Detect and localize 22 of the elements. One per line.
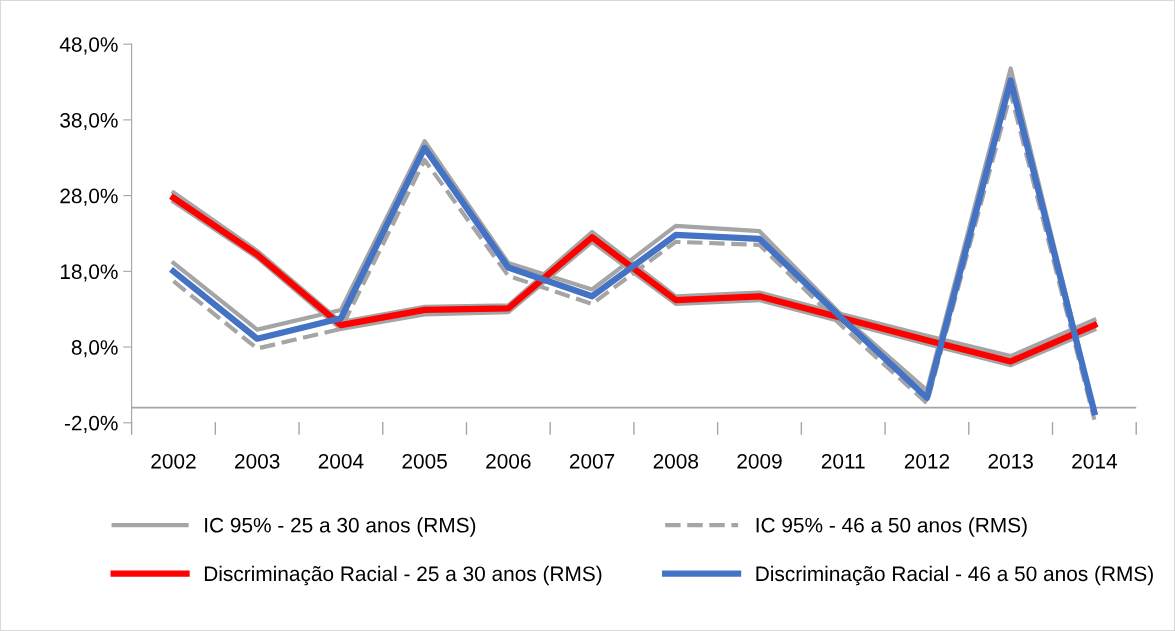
y-tick-label: 18,0% bbox=[60, 264, 118, 282]
y-tick-label: -2,0% bbox=[64, 415, 118, 433]
x-tick-label: 2009 bbox=[737, 453, 782, 469]
x-tick-label: 2002 bbox=[151, 453, 196, 469]
legend-label: Discriminação Racial - 46 a 50 anos (RMS) bbox=[756, 565, 1153, 586]
x-tick-label: 2004 bbox=[318, 453, 364, 469]
x-tick-label: 2006 bbox=[486, 453, 531, 469]
legend-label: IC 95% - 46 a 50 anos (RMS) bbox=[756, 517, 1027, 537]
y-tick-label: 8,0% bbox=[71, 340, 118, 358]
x-tick-label: 2008 bbox=[653, 453, 699, 469]
x-tick-label: 2005 bbox=[402, 453, 447, 469]
legend-label: Discriminação Racial - 25 a 30 anos (RMS) bbox=[204, 565, 602, 586]
legend-label: IC 95% - 25 a 30 anos (RMS) bbox=[205, 517, 476, 537]
y-tick-label: 28,0% bbox=[60, 188, 118, 206]
x-tick-label: 2012 bbox=[904, 453, 950, 469]
x-tick-label: 2003 bbox=[235, 453, 280, 469]
x-tick-label: 2011 bbox=[821, 453, 865, 469]
x-tick-label: 2013 bbox=[988, 453, 1033, 469]
x-tick-label: 2014 bbox=[1072, 453, 1117, 469]
y-tick-label: 38,0% bbox=[60, 112, 118, 131]
y-tick-label: 48,0% bbox=[59, 37, 118, 55]
x-tick-label: 2007 bbox=[569, 453, 615, 469]
